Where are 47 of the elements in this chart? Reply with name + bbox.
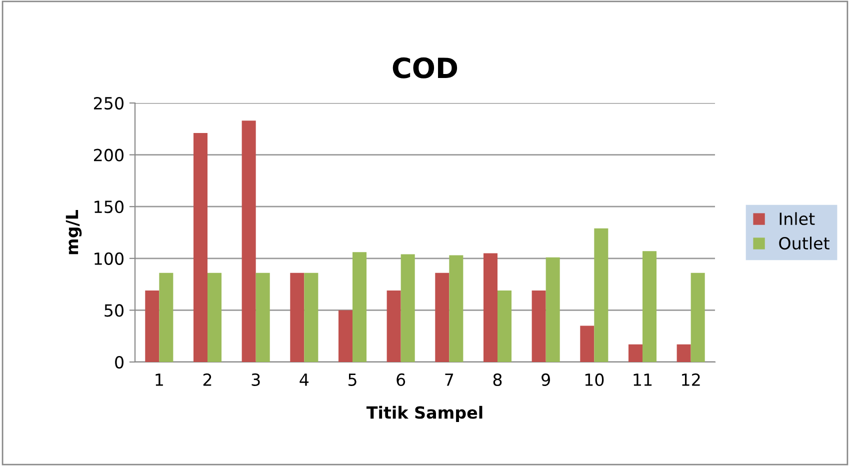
y-tick-label: 0 <box>115 356 124 369</box>
bar <box>145 290 160 362</box>
x-tick-label: 11 <box>634 374 652 386</box>
x-tick-label: 6 <box>396 373 406 386</box>
y-tick-label: 200 <box>94 148 124 162</box>
x-tick-label: 4 <box>300 374 309 386</box>
chart-title: COD <box>392 57 458 78</box>
bar <box>449 255 464 362</box>
x-tick-label: 5 <box>348 374 356 386</box>
x-axis-title: Titik Sampel <box>366 406 482 422</box>
bar <box>498 290 512 362</box>
bar <box>304 272 318 362</box>
bar <box>338 310 352 362</box>
bar <box>580 326 594 362</box>
x-tick-label: 2 <box>203 373 212 386</box>
x-tick-label: 10 <box>585 373 604 386</box>
bar <box>546 257 560 362</box>
y-tick-label: 50 <box>104 304 124 317</box>
legend-label: Outlet <box>779 236 830 250</box>
bar <box>483 253 498 362</box>
bar <box>193 133 208 362</box>
x-tick-label: 1 <box>156 374 163 386</box>
bar <box>594 228 608 362</box>
y-tick-label: 100 <box>94 252 124 265</box>
y-axis-title: mg/L <box>66 210 82 254</box>
bar <box>628 344 642 362</box>
bar <box>642 251 657 362</box>
x-tick-label: 8 <box>493 373 502 386</box>
bar <box>690 272 705 362</box>
y-tick-label: 150 <box>94 200 124 214</box>
bar <box>532 290 546 362</box>
bar <box>435 272 450 362</box>
x-tick-label: 9 <box>542 373 550 386</box>
x-tick-label: 3 <box>252 373 260 386</box>
x-tick-label: 12 <box>682 373 700 386</box>
legend-label: Inlet <box>780 212 815 226</box>
bar <box>386 290 401 362</box>
y-tick-label: 250 <box>94 96 124 110</box>
bar <box>256 272 270 362</box>
x-tick-label: 7 <box>445 374 454 386</box>
bar <box>159 272 174 362</box>
bar <box>352 252 367 362</box>
bar <box>242 120 256 362</box>
bar <box>676 344 691 362</box>
bar <box>290 272 304 362</box>
bar <box>400 254 415 362</box>
bar <box>208 272 222 362</box>
